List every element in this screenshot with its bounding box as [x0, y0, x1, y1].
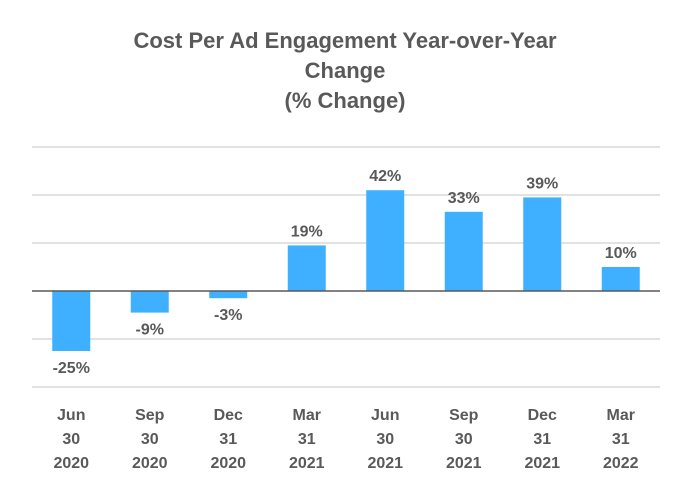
x-tick-label-4-line-0: Jun: [371, 407, 399, 424]
bar-5: [444, 211, 483, 291]
data-label-7: 10%: [605, 245, 637, 262]
x-tick-label-6-line-2: 2021: [524, 455, 560, 472]
bar-6: [523, 197, 562, 291]
x-tick-label-5-line-0: Sep: [449, 407, 479, 424]
x-tick-label-1: Sep 30 2020: [132, 407, 168, 472]
x-tick-label-3-line-0: Mar: [293, 407, 321, 424]
data-label-4: 42%: [369, 168, 401, 185]
bar-0: [52, 291, 91, 351]
x-tick-label-6-line-1: 31: [533, 431, 551, 448]
bar-2: [209, 291, 248, 299]
x-tick-label-3: Mar 31 2021: [289, 407, 325, 472]
x-tick-label-3-line-1: 31: [298, 431, 316, 448]
x-tick-label-1-line-2: 2020: [132, 455, 168, 472]
x-tick-label-0-line-0: Jun: [57, 407, 85, 424]
x-tick-label-0-line-2: 2020: [53, 455, 89, 472]
x-tick-label-4-line-2: 2021: [367, 455, 403, 472]
x-tick-label-4: Jun 30 2021: [367, 407, 403, 472]
x-tick-label-7: Mar 31 2022: [603, 407, 639, 472]
chart-title-line-3: (% Change): [284, 88, 406, 113]
x-tick-label-7-line-1: 31: [612, 431, 630, 448]
chart-title-line-1: Cost Per Ad Engagement Year-over-Year: [133, 28, 557, 53]
x-tick-label-3-line-2: 2021: [289, 455, 325, 472]
data-label-1: -9%: [136, 322, 164, 339]
x-tick-label-5-line-2: 2021: [446, 455, 482, 472]
x-tick-label-5-line-1: 30: [455, 431, 473, 448]
bar-1: [130, 291, 169, 313]
x-tick-label-4-line-1: 30: [376, 431, 394, 448]
x-tick-label-6: Dec 31 2021: [524, 407, 560, 472]
data-label-6: 39%: [526, 175, 558, 192]
bar-7: [601, 267, 640, 291]
x-tick-label-5: Sep 30 2021: [446, 407, 482, 472]
x-tick-label-2-line-2: 2020: [210, 455, 246, 472]
x-tick-label-2-line-1: 31: [219, 431, 237, 448]
chart-title: Cost Per Ad Engagement Year-over-Year Ch…: [0, 26, 690, 116]
bar-4: [366, 190, 405, 291]
x-tick-label-7-line-0: Mar: [607, 407, 635, 424]
data-label-3: 19%: [291, 223, 323, 240]
chart-title-line-2: Change: [304, 58, 386, 83]
x-tick-label-2: Dec 31 2020: [210, 407, 246, 472]
x-tick-label-0: Jun 30 2020: [53, 407, 89, 472]
bar-3: [287, 245, 326, 291]
x-tick-label-2-line-0: Dec: [214, 407, 243, 424]
x-tick-label-1-line-1: 30: [141, 431, 159, 448]
x-tick-label-0-line-1: 30: [62, 431, 80, 448]
x-tick-label-6-line-0: Dec: [528, 407, 557, 424]
data-label-5: 33%: [448, 190, 480, 207]
data-label-0: -25%: [53, 360, 90, 377]
x-tick-label-1-line-0: Sep: [135, 407, 165, 424]
x-tick-label-7-line-2: 2022: [603, 455, 639, 472]
data-label-2: -3%: [214, 307, 242, 324]
